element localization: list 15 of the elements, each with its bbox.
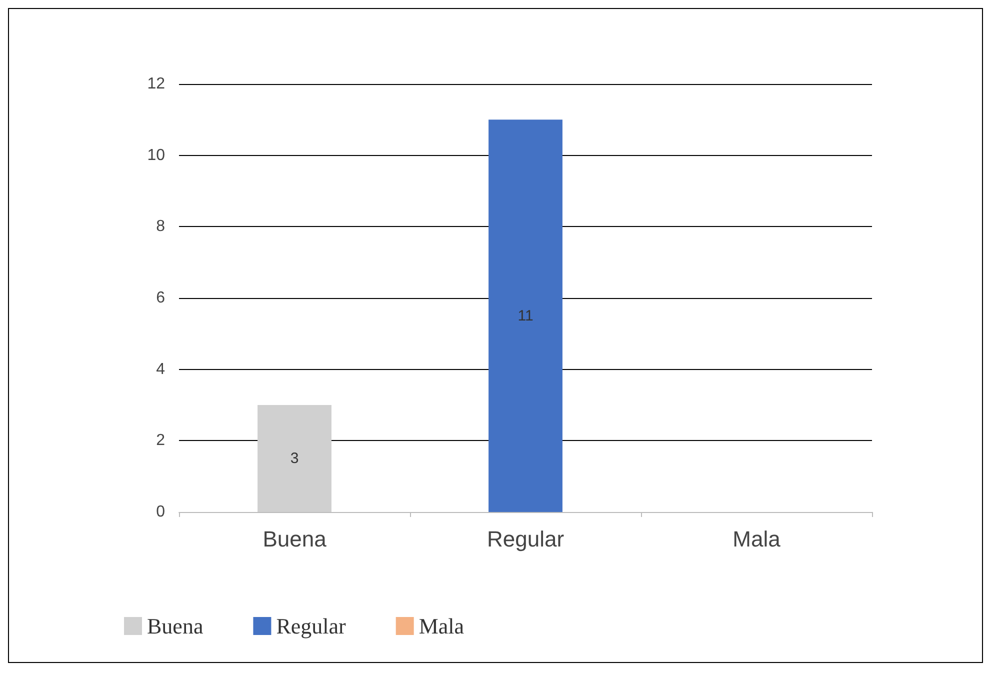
x-tick-label: Regular (486, 526, 564, 552)
legend-label: Buena (147, 614, 204, 638)
y-tick-label: 2 (156, 432, 166, 450)
x-tick-label: Buena (262, 526, 328, 552)
legend-label: Regular (276, 614, 347, 638)
y-tick-label: 4 (156, 360, 166, 378)
y-tick-label: 0 (156, 504, 166, 520)
legend-label: Mala (418, 614, 464, 638)
y-tick-label: 6 (156, 290, 166, 306)
data-label: 11 (518, 307, 534, 324)
y-tick-label: 8 (156, 218, 166, 236)
y-tick-label: 10 (147, 146, 166, 164)
x-tick-label: Mala (732, 526, 782, 552)
y-tick-label: 12 (147, 76, 166, 92)
data-label: 3 (290, 450, 299, 467)
